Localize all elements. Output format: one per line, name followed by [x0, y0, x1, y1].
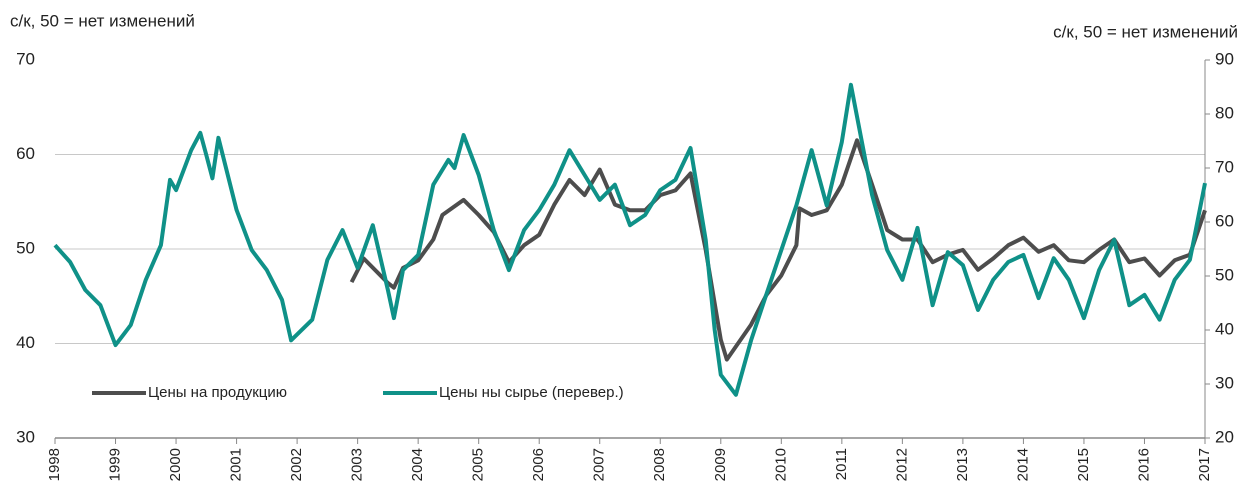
x-tick-label: 2013: [954, 448, 971, 481]
legend-label: Цены ны сырье (перевер.): [439, 384, 624, 401]
x-tick-label: 2003: [349, 448, 366, 481]
x-tick-label: 1998: [46, 448, 63, 481]
y2-tick-label: 70: [1215, 157, 1234, 176]
x-tick-label: 2005: [470, 448, 487, 481]
x-tick-label: 2016: [1135, 448, 1152, 481]
series-line: [53, 82, 1207, 397]
x-tick-label: 2006: [530, 448, 547, 481]
y-tick-label: 50: [16, 238, 35, 257]
x-tick-label: 2017: [1196, 448, 1213, 481]
y-tick-label: 40: [16, 333, 35, 352]
x-tick-label: 2014: [1014, 448, 1031, 481]
x-tick-label: 2008: [651, 448, 668, 481]
x-tick-label: 2007: [591, 448, 608, 481]
y2-tick-label: 80: [1215, 103, 1234, 122]
y2-tick-label: 40: [1215, 319, 1234, 338]
x-tick-label: 2009: [712, 448, 729, 481]
y2-axis-label: с/к, 50 = нет изменений: [1053, 22, 1238, 41]
series-line: [349, 138, 1207, 362]
y2-tick-label: 20: [1215, 427, 1234, 446]
x-tick-label: 2004: [409, 448, 426, 481]
y-tick-label: 70: [16, 49, 35, 68]
x-tick-label: 2002: [288, 448, 305, 481]
x-tick-label: 2001: [228, 448, 245, 481]
y2-tick-label: 50: [1215, 265, 1234, 284]
y-tick-label: 30: [16, 427, 35, 446]
y2-tick-label: 60: [1215, 211, 1234, 230]
legend-label: Цены на продукцию: [148, 384, 287, 401]
y-tick-label: 60: [16, 144, 35, 163]
y2-tick-label: 30: [1215, 373, 1234, 392]
x-tick-label: 2000: [167, 448, 184, 481]
x-tick-label: 2012: [893, 448, 910, 481]
y2-tick-label: 90: [1215, 49, 1234, 68]
x-tick-label: 2015: [1075, 448, 1092, 481]
x-tick-label: 1999: [106, 448, 123, 481]
x-tick-label: 2011: [833, 448, 850, 480]
y-axis-label: с/к, 50 = нет изменений: [10, 11, 195, 30]
x-tick-label: 2010: [772, 448, 789, 481]
